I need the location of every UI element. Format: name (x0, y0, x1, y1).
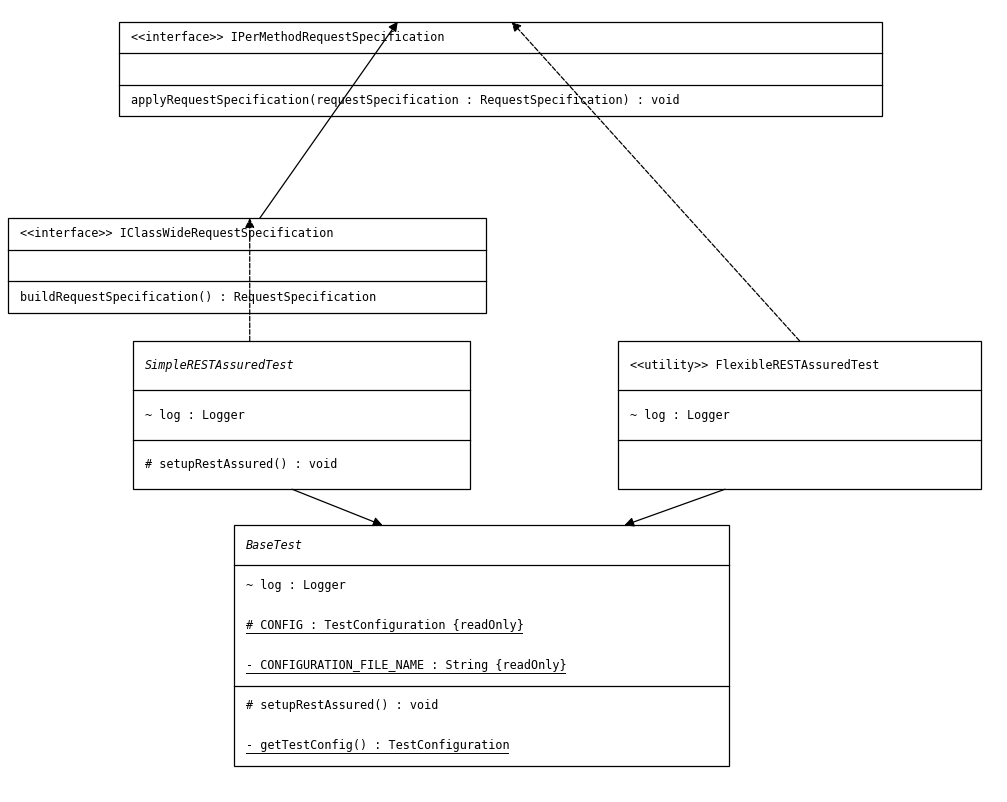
Bar (119, 22, 882, 116)
Bar (618, 341, 981, 489)
Text: # setupRestAssured() : void: # setupRestAssured() : void (145, 458, 337, 471)
Text: ~ log : Logger: ~ log : Logger (246, 579, 345, 592)
Text: # setupRestAssured() : void: # setupRestAssured() : void (246, 699, 438, 712)
Text: ~ log : Logger: ~ log : Logger (145, 408, 245, 422)
Bar (234, 525, 729, 766)
Text: <<interface>> IClassWideRequestSpecification: <<interface>> IClassWideRequestSpecifica… (20, 228, 333, 241)
Text: # CONFIG : TestConfiguration {readOnly}: # CONFIG : TestConfiguration {readOnly} (246, 619, 524, 632)
Text: SimpleRESTAssuredTest: SimpleRESTAssuredTest (145, 359, 295, 372)
Text: ~ log : Logger: ~ log : Logger (630, 408, 730, 422)
Bar (8, 218, 486, 313)
Text: - getTestConfig() : TestConfiguration: - getTestConfig() : TestConfiguration (246, 739, 510, 752)
Text: applyRequestSpecification(requestSpecification : RequestSpecification) : void: applyRequestSpecification(requestSpecifi… (131, 94, 680, 107)
Text: - CONFIGURATION_FILE_NAME : String {readOnly}: - CONFIGURATION_FILE_NAME : String {read… (246, 659, 566, 672)
Text: buildRequestSpecification() : RequestSpecification: buildRequestSpecification() : RequestSpe… (20, 290, 377, 303)
Bar (133, 341, 470, 489)
Text: <<interface>> IPerMethodRequestSpecification: <<interface>> IPerMethodRequestSpecifica… (131, 31, 444, 44)
Text: BaseTest: BaseTest (246, 539, 303, 552)
Text: <<utility>> FlexibleRESTAssuredTest: <<utility>> FlexibleRESTAssuredTest (630, 359, 880, 372)
